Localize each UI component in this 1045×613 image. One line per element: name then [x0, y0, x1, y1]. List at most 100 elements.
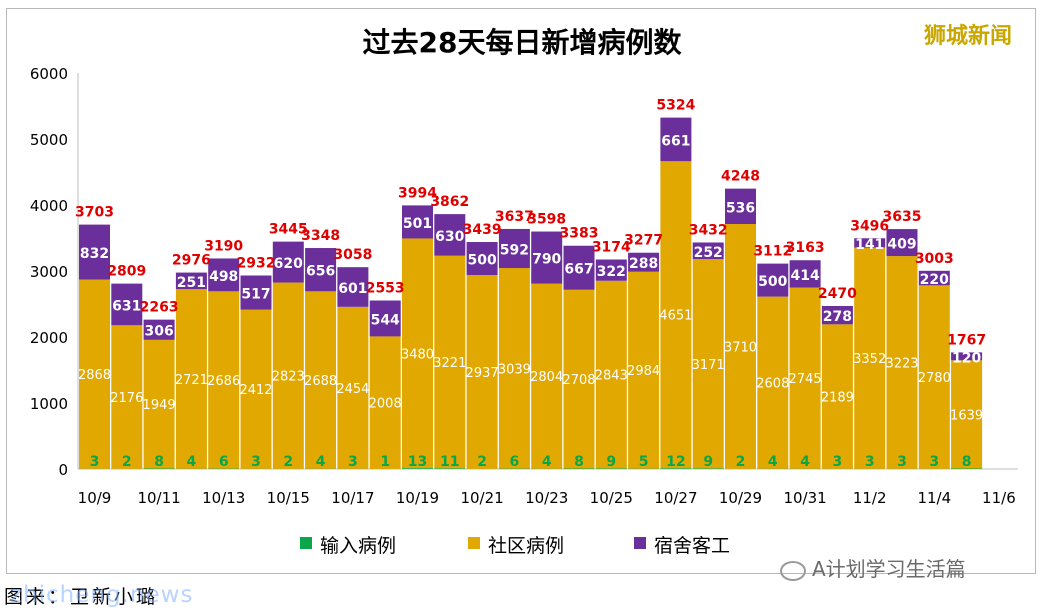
bar-community: [725, 224, 756, 469]
x-tick-label: 10/11: [137, 489, 180, 507]
bar-dorm: [951, 352, 983, 361]
legend: 输入病例 社区病例 宿舍客工: [300, 535, 730, 557]
label-dorm: 220: [920, 272, 949, 288]
label-total: 2976: [172, 253, 211, 269]
y-tick-label: 0: [58, 461, 68, 479]
footer-overlay: zhicheng.news: [10, 582, 194, 608]
bar-dorm: [692, 242, 724, 260]
bar-dorm: [402, 205, 433, 239]
x-tick-label: 10/19: [396, 489, 439, 507]
axes: 0 1000 2000 3000 4000 5000 6000 10/9 10/11 10/13 1…: [30, 65, 1018, 507]
label-community: 2688: [304, 374, 337, 389]
label-imported: 4: [316, 454, 326, 470]
bar-dorm: [111, 283, 143, 326]
label-dorm: 322: [597, 264, 626, 280]
label-community: 3710: [724, 340, 757, 355]
legend-swatch: [634, 537, 646, 549]
label-total: 3003: [915, 251, 954, 267]
label-dorm: 656: [306, 264, 335, 280]
x-tick-label: 10/9: [78, 489, 112, 507]
bar-community: [789, 287, 821, 469]
bar-community: [628, 271, 660, 469]
bar-dorm: [595, 259, 627, 281]
label-imported: 9: [606, 454, 616, 470]
label-community: 2412: [239, 383, 272, 398]
legend-label: 社区病例: [488, 535, 564, 557]
label-imported: 8: [962, 454, 972, 470]
bar-community: [854, 247, 886, 469]
x-tick-label: 10/15: [267, 489, 310, 507]
label-dorm: 251: [177, 275, 206, 291]
bar-imported: [402, 468, 433, 469]
label-total: 2809: [107, 264, 146, 280]
label-imported: 6: [510, 454, 520, 470]
footer-source: 图来：卫新小璐: [4, 586, 159, 608]
label-total: 3163: [786, 240, 825, 256]
bar-imported: [434, 468, 466, 469]
legend-label: 宿舍客工: [654, 535, 730, 557]
label-community: 2804: [530, 370, 563, 385]
label-community: 3223: [885, 356, 918, 371]
label-community: 2984: [627, 364, 660, 379]
label-imported: 13: [408, 454, 427, 470]
label-community: 2937: [466, 366, 499, 381]
legend-label: 输入病例: [320, 535, 396, 557]
bar-community: [305, 291, 337, 469]
bar-dorm: [563, 245, 595, 290]
label-imported: 4: [187, 454, 197, 470]
bar-dorm: [854, 238, 886, 248]
label-dorm: 544: [371, 312, 400, 328]
label-dorm: 631: [112, 298, 141, 314]
label-imported: 6: [219, 454, 229, 470]
bar-dorm: [79, 224, 110, 280]
label-imported: 3: [865, 454, 875, 470]
label-total: 5324: [656, 98, 695, 114]
label-imported: 3: [897, 454, 907, 470]
label-total: 3432: [689, 222, 728, 238]
label-community: 3171: [692, 358, 725, 373]
label-imported: 2: [477, 454, 487, 470]
label-total: 3994: [398, 185, 437, 201]
bar-dorm: [531, 231, 563, 284]
wechat-icon: [780, 560, 806, 581]
bar-dorm: [628, 252, 660, 272]
x-tick-label: 10/13: [202, 489, 245, 507]
label-imported: 5: [639, 454, 649, 470]
label-total: 2470: [818, 286, 857, 302]
label-total: 2553: [366, 281, 405, 297]
bars: [79, 117, 983, 469]
label-dorm: 288: [629, 256, 658, 272]
label-community: 1949: [143, 398, 176, 413]
label-imported: 4: [800, 454, 810, 470]
bar-dorm: [757, 263, 789, 297]
y-tick-label: 3000: [30, 263, 68, 281]
bar-dorm: [466, 242, 498, 276]
label-dorm: 592: [500, 242, 529, 258]
bar-community: [369, 336, 401, 469]
brand-logo-text: 狮城新闻: [924, 24, 1013, 49]
bar-dorm: [175, 272, 207, 290]
y-tick-label: 2000: [30, 329, 68, 347]
bar-community: [757, 296, 789, 469]
legend-swatch: [468, 537, 480, 549]
label-dorm: 536: [726, 200, 755, 216]
label-imported: 4: [542, 454, 552, 470]
bar-dorm: [337, 267, 369, 307]
bar-dorm: [208, 258, 240, 292]
bar-community: [692, 259, 724, 469]
x-tick-label: 10/27: [654, 489, 697, 507]
label-imported: 3: [348, 454, 358, 470]
label-total: 3383: [560, 226, 599, 242]
bar-community: [821, 324, 853, 469]
label-community: 3039: [498, 362, 531, 377]
x-tick-label: 10/29: [719, 489, 762, 507]
bar-community: [660, 161, 692, 469]
label-imported: 8: [574, 454, 584, 470]
label-dorm: 661: [661, 133, 690, 149]
bar-community: [466, 275, 498, 469]
bar-imported: [951, 468, 983, 469]
bar-community: [531, 283, 563, 469]
bar-community: [402, 238, 433, 469]
x-tick-label: 11/6: [982, 489, 1016, 507]
